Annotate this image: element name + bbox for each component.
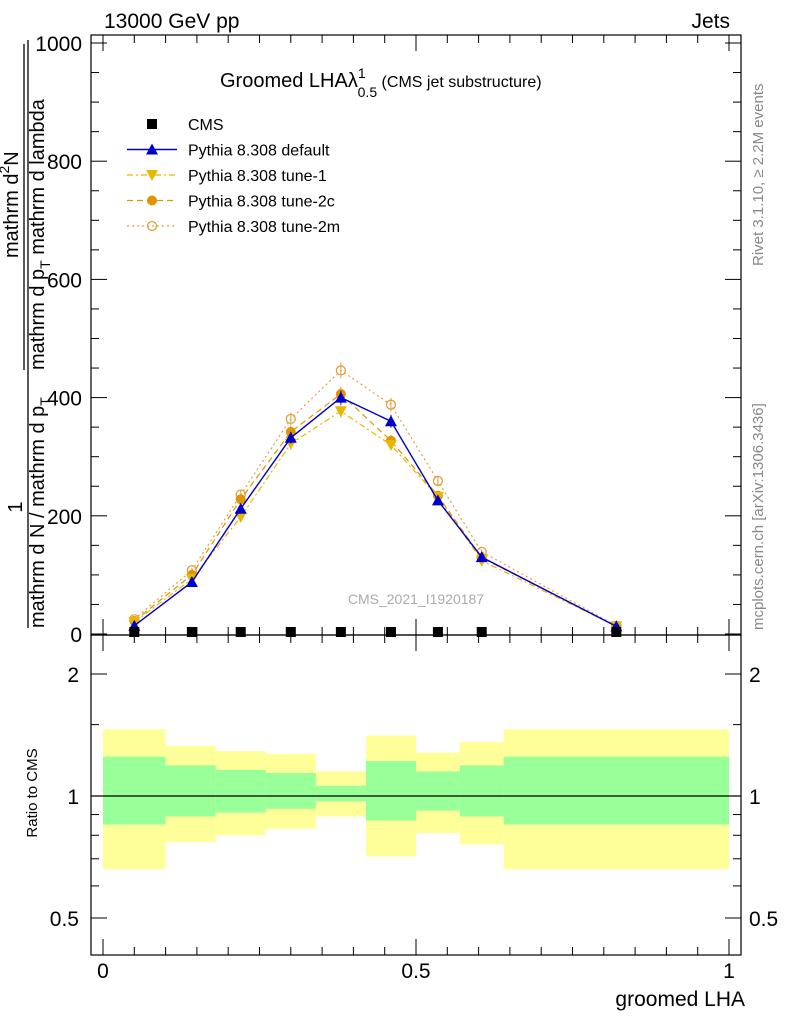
legend: CMS Pythia 8.308 default Pythia 8.308 tune…: [127, 117, 340, 236]
series-point: [235, 627, 246, 637]
ratio-band-inner: [315, 785, 366, 802]
ratio-band-inner: [416, 771, 460, 811]
series-point: [334, 391, 347, 403]
ylabel-denominator: mathrm d N / mathrm d pT: [27, 397, 53, 628]
ratio-bands: [91, 729, 741, 870]
main-title-sup: 1: [358, 65, 366, 81]
ylabel-numerator: 1: [5, 501, 27, 512]
main-ytick-label: 0: [70, 624, 82, 647]
header-left: 13000 GeV pp: [104, 10, 239, 33]
main-series: [128, 362, 623, 637]
main-title-suffix: (CMS jet substructure): [377, 74, 541, 91]
series-point: [476, 627, 487, 637]
ratio-ytick-label-right: 2: [749, 664, 761, 687]
main-title-text: Groomed LHAλ: [220, 70, 358, 92]
ratio-band-inner: [459, 765, 504, 817]
ylabel-inner-denominator: mathrm d pT mathrm d lambda: [27, 98, 53, 370]
series-point: [335, 365, 347, 376]
mcplots-label: mcplots.cern.ch [arXiv:1306.3436]: [750, 403, 767, 630]
ratio-ytick-label: 1: [67, 786, 79, 809]
legend-label: Pythia 8.308 tune-1: [188, 168, 327, 185]
ratio-band-inner: [503, 756, 729, 825]
main-title: Groomed LHAλ1 0.5 (CMS jet substructure): [220, 65, 542, 100]
series-line: [133, 369, 617, 627]
ratio-ylabel: Ratio to CMS: [24, 748, 41, 837]
ratio-band-inner: [265, 772, 316, 809]
main-ticks: 0 200 400 600 800 1000: [35, 33, 741, 647]
ratio-band-inner: [365, 761, 416, 821]
legend-marker: [146, 220, 158, 232]
main-ytick-label: 800: [47, 151, 82, 174]
ratio-band-inner: [103, 756, 166, 825]
main-title-sub: 0.5: [358, 84, 378, 100]
series-point: [432, 627, 443, 637]
ratio-ytick-label-right: 1: [749, 786, 761, 809]
series-point: [431, 494, 444, 506]
series-point: [284, 431, 297, 443]
main-ytick-label: 400: [47, 388, 82, 411]
legend-marker: [147, 195, 157, 206]
main-ytick-label: 1000: [35, 33, 82, 56]
series-point: [334, 406, 347, 418]
watermark: CMS_2021_I1920187: [348, 591, 484, 607]
ratio-xtick-label: 1: [723, 960, 735, 983]
ratio-ytick-label-right: 0.5: [749, 908, 778, 931]
legend-label: Pythia 8.308 tune-2c: [188, 194, 335, 211]
series-point: [335, 627, 346, 637]
series-point: [285, 627, 296, 637]
series-point: [234, 502, 247, 514]
legend-marker: [146, 143, 158, 155]
series-point: [385, 627, 396, 637]
ratio-ticks: 0.5 0.5 1 1 2 2 0 0.5 1: [50, 635, 778, 983]
series-point: [611, 627, 622, 637]
series-point: [384, 439, 397, 451]
xlabel: groomed LHA: [615, 988, 745, 1011]
series-point: [475, 551, 488, 563]
series-point: [432, 475, 444, 487]
legend-label: Pythia 8.308 tune-2m: [188, 219, 340, 236]
ratio-band-inner: [165, 765, 216, 817]
series-point: [384, 415, 397, 427]
series-point: [185, 575, 198, 587]
series-point: [235, 494, 246, 505]
header-right: Jets: [691, 10, 730, 33]
series-point: [234, 511, 247, 523]
main-ytick-label: 600: [47, 269, 82, 292]
main-ytick-label: 200: [47, 506, 82, 529]
ratio-xtick-label: 0.5: [401, 960, 430, 983]
ylabel-inner-numerator: mathrm d2N: [0, 151, 23, 258]
legend-label: Pythia 8.308 default: [188, 143, 330, 160]
ratio-ytick-label: 2: [67, 664, 79, 687]
legend-marker: [147, 119, 157, 129]
ratio-ytick-label: 0.5: [50, 908, 79, 931]
legend-label: CMS: [188, 117, 224, 134]
legend-marker: [146, 170, 158, 181]
main-ylabel: 1 mathrm d N / mathrm d pT mathrm d2N ma…: [0, 40, 53, 628]
series-point: [385, 399, 397, 410]
rivet-label: Rivet 3.1.10, ≥ 2.2M events: [750, 84, 767, 267]
series-point: [285, 413, 296, 425]
series-point: [129, 627, 140, 637]
series-point: [186, 627, 197, 637]
ratio-band-inner: [215, 769, 266, 813]
ratio-xtick-label: 0: [97, 960, 109, 983]
